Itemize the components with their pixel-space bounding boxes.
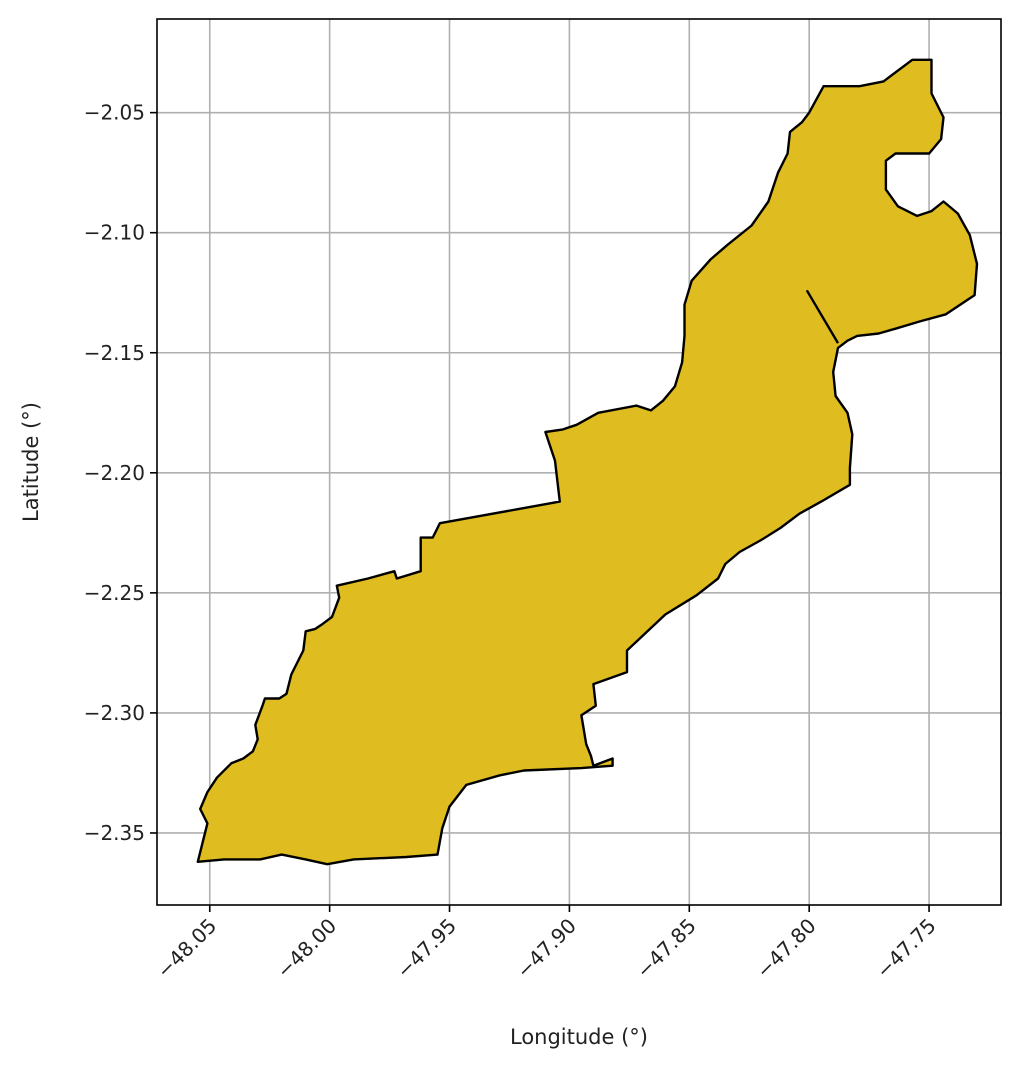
x-tick-label: −48.00 bbox=[272, 914, 341, 983]
y-tick-label: −2.20 bbox=[84, 461, 145, 485]
y-axis-label: Latitude (°) bbox=[19, 402, 43, 522]
municipality-region bbox=[196, 58, 979, 866]
y-tick-label: −2.15 bbox=[84, 341, 145, 365]
x-tick-label: −47.90 bbox=[512, 914, 581, 983]
x-tick-label: −47.95 bbox=[392, 914, 461, 983]
x-tick-label: −47.85 bbox=[632, 914, 701, 983]
y-tick-label: −2.35 bbox=[84, 821, 145, 845]
x-tick-label: −48.05 bbox=[152, 914, 221, 983]
x-tick-label: −47.80 bbox=[751, 914, 820, 983]
x-axis-label: Longitude (°) bbox=[510, 1025, 648, 1049]
y-tick-label: −2.25 bbox=[84, 581, 145, 605]
y-tick-label: −2.05 bbox=[84, 101, 145, 125]
axes-frame bbox=[156, 18, 1002, 906]
x-tick-label: −47.75 bbox=[871, 914, 940, 983]
y-tick-label: −2.10 bbox=[84, 221, 145, 245]
y-tick-label: −2.30 bbox=[84, 701, 145, 725]
inner-boundary-line bbox=[805, 289, 840, 344]
